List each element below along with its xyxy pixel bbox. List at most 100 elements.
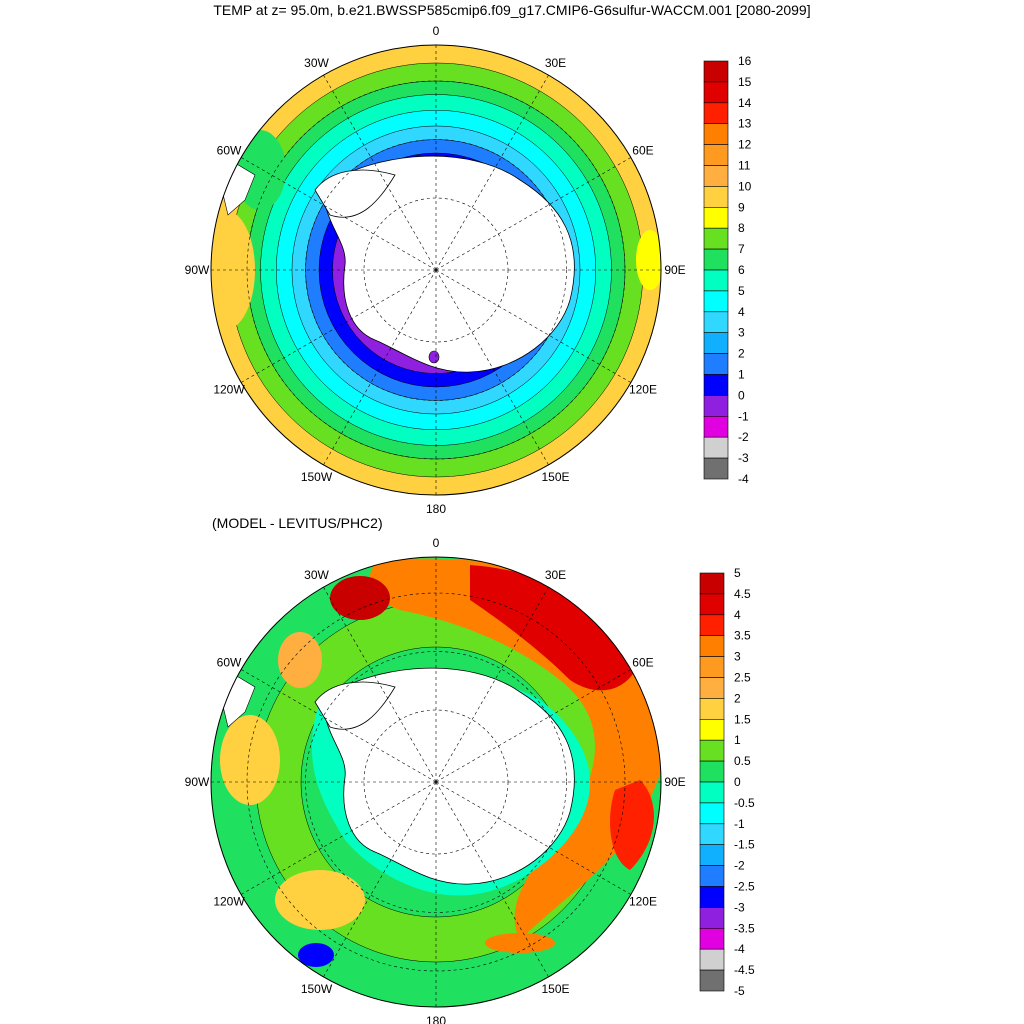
colorbar-tick-label: 1.5	[734, 712, 751, 726]
difference-map-border	[210, 556, 662, 1008]
longitude-line	[240, 781, 437, 895]
warm-patch-east	[636, 230, 661, 290]
colorbar-tick-label: 5	[734, 566, 741, 580]
longitude-label: 30E	[545, 56, 566, 70]
colorbar-swatch	[699, 739, 725, 762]
colorbar-swatch	[703, 165, 729, 187]
colorbar-swatch	[703, 415, 729, 438]
colorbar-tick-label: -5	[734, 984, 745, 998]
colorbar-tick-label: 2	[738, 347, 745, 361]
colorbar-swatch	[703, 102, 729, 125]
colorbar-swatch	[703, 395, 729, 417]
difference-field	[211, 557, 661, 1007]
colorbar-swatch	[703, 332, 729, 354]
colorbar-tick-label: -3	[738, 451, 749, 465]
colorbar-tick-label: -0.5	[734, 796, 755, 810]
antarctic-peninsula-difference	[314, 681, 396, 730]
longitude-line	[435, 269, 632, 383]
colorbar-swatch	[699, 635, 725, 657]
longitude-label: 90E	[664, 263, 685, 277]
colorbar-tick-label: 13	[738, 117, 752, 131]
colorbar-tick-label: -2	[738, 430, 749, 444]
longitude-label: 150E	[541, 470, 569, 484]
colorbar-swatch	[699, 823, 725, 845]
colorbar-swatch	[699, 614, 725, 636]
difference-panel-title: (MODEL - LEVITUS/PHC2)	[212, 515, 383, 531]
longitude-label: 180	[426, 502, 446, 516]
colorbar-swatch	[703, 290, 729, 313]
colorbar-swatch	[699, 656, 725, 678]
longitude-label: 120W	[213, 383, 245, 397]
colorbar-swatch	[699, 698, 725, 720]
colorbar-tick-label: 11	[738, 159, 751, 173]
colorbar-tick-label: 14	[738, 96, 752, 110]
longitude-label: 60W	[217, 656, 242, 670]
colorbar-swatch	[703, 227, 729, 250]
colorbar-tick-label: 0.5	[734, 754, 751, 768]
colorbar-swatch	[699, 969, 725, 992]
colorbar-swatch	[699, 865, 725, 887]
mild-warm-anomaly-northwest	[278, 632, 322, 688]
longitude-line	[240, 269, 437, 383]
colorbar-tick-label: 4	[738, 305, 745, 319]
longitude-label: 150E	[541, 982, 569, 996]
longitude-line	[323, 586, 437, 783]
colorbar-swatch	[703, 457, 729, 480]
longitude-line	[435, 781, 549, 978]
difference-graticule	[211, 557, 661, 1007]
island-marker	[428, 350, 440, 364]
strong-warm-anomaly-northwest	[330, 576, 390, 620]
longitude-label: 90E	[664, 775, 685, 789]
figure-title: TEMP at z= 95.0m, b.e21.BWSSP585cmip6.f0…	[213, 2, 811, 18]
colorbar-tick-label: 1	[738, 368, 745, 382]
longitude-line	[435, 669, 632, 783]
antarctica-landmass-difference	[324, 667, 575, 885]
colorbar-tick-label: 16	[738, 54, 752, 68]
colorbar-swatch	[699, 760, 725, 783]
colorbar-tick-label: -4	[738, 472, 749, 486]
longitude-label: 0	[433, 24, 440, 38]
colorbar-tick-label: 2	[734, 691, 741, 705]
colorbar-tick-label: -1	[734, 817, 745, 831]
colorbar-tick-label: 7	[738, 242, 745, 256]
colorbar-swatch	[703, 269, 729, 292]
colorbar-swatch	[699, 802, 725, 825]
colorbar-swatch	[703, 81, 729, 104]
longitude-label: 120E	[629, 383, 657, 397]
colorbar-swatch	[703, 123, 729, 145]
longitude-label: 150W	[301, 982, 333, 996]
colorbar-swatch	[703, 207, 729, 229]
colorbar-swatch	[703, 436, 729, 459]
antarctic-peninsula	[314, 169, 396, 218]
colorbar-swatch	[703, 144, 729, 166]
latitude-line	[305, 651, 567, 913]
colorbar-swatch	[699, 844, 725, 866]
colorbar-tick-label: -1.5	[734, 838, 755, 852]
colorbar-tick-label: -4	[734, 942, 745, 956]
colorbar-tick-label: 2.5	[734, 671, 751, 685]
longitude-label: 90W	[185, 775, 210, 789]
longitude-line	[435, 74, 549, 271]
colorbar-tick-label: 0	[738, 388, 745, 402]
colorbar-swatch	[699, 886, 725, 908]
temperature-field	[211, 45, 661, 495]
temperature-longitude-labels: 0 30E 60E 90E 120E 150E 180 150W 120W 90W 60W 30W	[185, 24, 686, 516]
colorbar-swatch	[703, 374, 729, 396]
colorbar-swatch	[703, 311, 729, 333]
colorbar-tick-label: 10	[738, 179, 752, 193]
difference-map: 0 30E 60E 90E 120E 150E 180 150W 120W 90W 60W 30W	[185, 536, 686, 1024]
longitude-label: 30E	[545, 568, 566, 582]
colorbar-swatch	[699, 907, 725, 929]
longitude-label: 180	[426, 1014, 446, 1024]
warm-anomaly-south	[485, 933, 555, 953]
colorbar-tick-label: 8	[738, 221, 745, 235]
colorbar-tick-label: -2.5	[734, 880, 755, 894]
colorbar-tick-label: 6	[738, 263, 745, 277]
colorbar-swatch	[699, 677, 725, 699]
mild-warm-anomaly-southwest	[275, 870, 365, 930]
longitude-line	[323, 781, 437, 978]
longitude-line	[323, 269, 437, 466]
longitude-line	[435, 269, 549, 466]
colorbar-tick-label: 15	[738, 75, 752, 89]
